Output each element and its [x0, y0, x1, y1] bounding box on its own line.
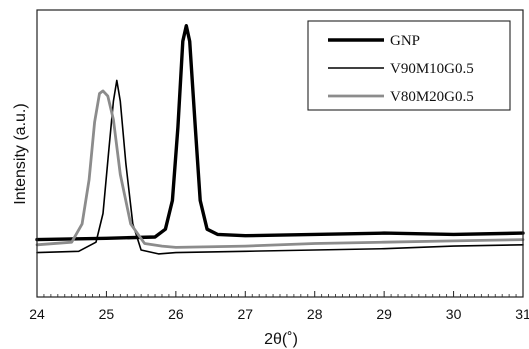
x-tick-label: 28 — [307, 306, 323, 322]
legend-label: V80M20G0.5 — [390, 89, 474, 105]
x-axis-tick-labels: 24 25 26 27 28 29 30 31 — [29, 306, 529, 322]
x-tick-label: 25 — [99, 306, 115, 322]
x-tick-label: 26 — [168, 306, 184, 322]
series-line-gnp — [35, 24, 525, 242]
legend: GNP V90M10G0.5 V80M20G0.5 — [307, 20, 511, 111]
x-tick-label: 24 — [29, 306, 45, 322]
plot-series-group — [35, 24, 525, 255]
x-tick-label: 31 — [515, 306, 529, 322]
legend-label: V90M10G0.5 — [390, 61, 474, 77]
legend-label: GNP — [390, 33, 420, 49]
x-tick-label: 30 — [446, 306, 462, 322]
x-axis-ticks — [36, 291, 524, 297]
series-line-v90m10g0-5 — [36, 79, 524, 255]
x-tick-label: 29 — [376, 306, 392, 322]
x-tick-label: 27 — [237, 306, 253, 322]
y-axis-title: Intensity (a.u.) — [12, 103, 29, 204]
x-axis-title: 2θ(˚) — [264, 331, 298, 348]
series-line-v80m20g0-5 — [35, 89, 525, 249]
